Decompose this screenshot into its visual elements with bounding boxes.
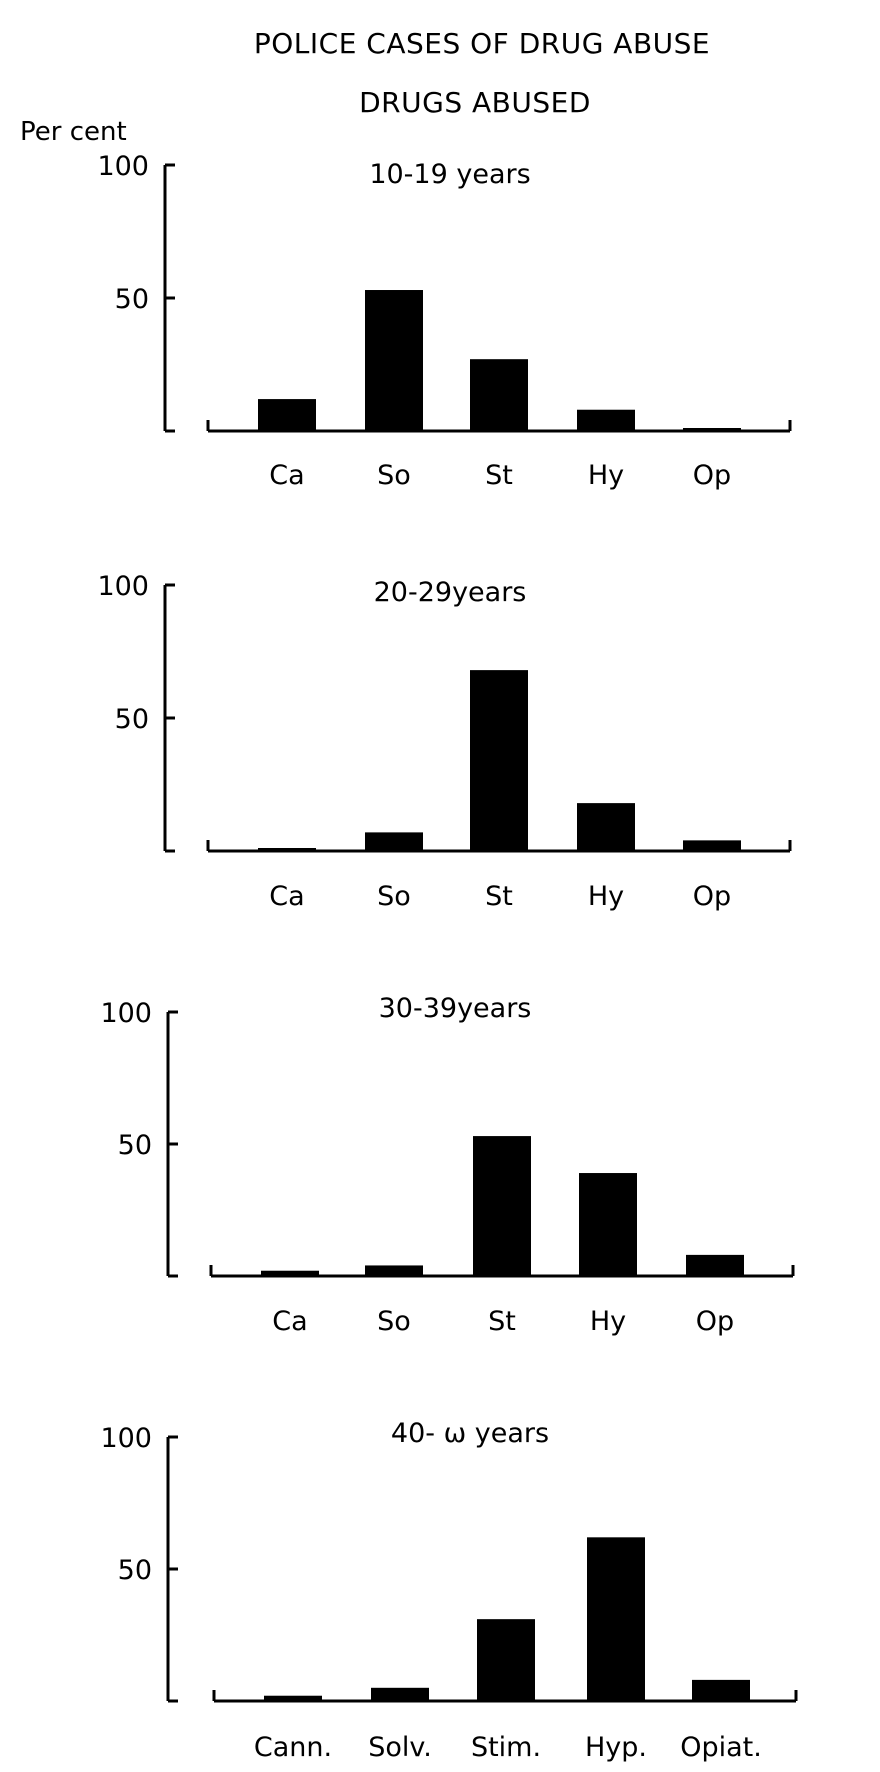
category-label: Hyp.	[585, 1732, 647, 1763]
bar-hy	[577, 803, 635, 851]
chart-panel-2: 100 50 20-29years Ca So St Hy Op	[97, 571, 792, 912]
bar-so	[365, 1265, 423, 1276]
category-label: St	[488, 1306, 516, 1337]
y-tick-label: 50	[118, 1555, 152, 1586]
y-tick-label: 50	[118, 1130, 152, 1161]
panel-title: 30-39years	[379, 993, 532, 1024]
chart-title: POLICE CASES OF DRUG ABUSE	[254, 27, 710, 60]
bar-hy	[577, 409, 635, 431]
panel-title: 10-19 years	[369, 159, 530, 190]
chart-subtitle: DRUGS ABUSED	[359, 86, 591, 119]
bar-op	[686, 1254, 744, 1276]
bar-st	[473, 1136, 531, 1276]
category-label: Ca	[269, 460, 304, 491]
chart-panel-4: 100 50 40- ω years Cann. Solv. Stim. Hyp. Opiat…	[100, 1418, 798, 1763]
category-label: So	[377, 881, 411, 912]
category-label: Op	[693, 460, 731, 491]
bar-op	[683, 428, 741, 431]
category-label: Hy	[588, 460, 624, 491]
category-label: So	[377, 1306, 411, 1337]
bar-st	[470, 670, 528, 851]
category-label: Ca	[272, 1306, 307, 1337]
category-label: Opiat.	[680, 1732, 762, 1763]
chart-panel-3: 100 50 30-39years Ca So St Hy Op	[100, 993, 795, 1337]
y-tick-label: 100	[100, 998, 152, 1029]
y-tick-label: 50	[115, 704, 149, 735]
category-label: St	[485, 460, 513, 491]
panel-title: 40- ω years	[391, 1418, 549, 1449]
category-label: Solv.	[368, 1732, 432, 1763]
y-tick-label: 100	[97, 151, 149, 182]
y-tick-label: 100	[100, 1423, 152, 1454]
bar-st	[470, 359, 528, 431]
bar-ca	[258, 399, 316, 431]
bar-ca	[261, 1270, 319, 1276]
category-label: Stim.	[471, 1732, 541, 1763]
bar-so	[365, 832, 423, 851]
y-tick-label: 100	[97, 571, 149, 602]
category-label: Op	[693, 881, 731, 912]
bar-hy	[579, 1173, 637, 1276]
bar-hyp	[587, 1537, 645, 1701]
category-label: Ca	[269, 881, 304, 912]
category-label: Op	[696, 1306, 734, 1337]
bar-cann	[264, 1695, 322, 1701]
y-axis-label: Per cent	[20, 117, 127, 147]
bar-opiat	[692, 1679, 750, 1701]
category-label: Hy	[590, 1306, 626, 1337]
category-label: Hy	[588, 881, 624, 912]
category-label: St	[485, 881, 513, 912]
category-label: So	[377, 460, 411, 491]
panels: 100 50 10-19 years Ca So St Hy Op 100 50 20-29year…	[97, 151, 798, 1763]
category-label: Cann.	[254, 1732, 332, 1763]
bar-stim	[477, 1619, 535, 1701]
bar-ca	[258, 848, 316, 851]
bar-solv	[371, 1687, 429, 1701]
bar-op	[683, 840, 741, 851]
bar-so	[365, 290, 423, 431]
chart-panel-1: 100 50 10-19 years Ca So St Hy Op	[97, 151, 792, 491]
y-tick-label: 50	[115, 284, 149, 315]
panel-title: 20-29years	[374, 577, 527, 608]
